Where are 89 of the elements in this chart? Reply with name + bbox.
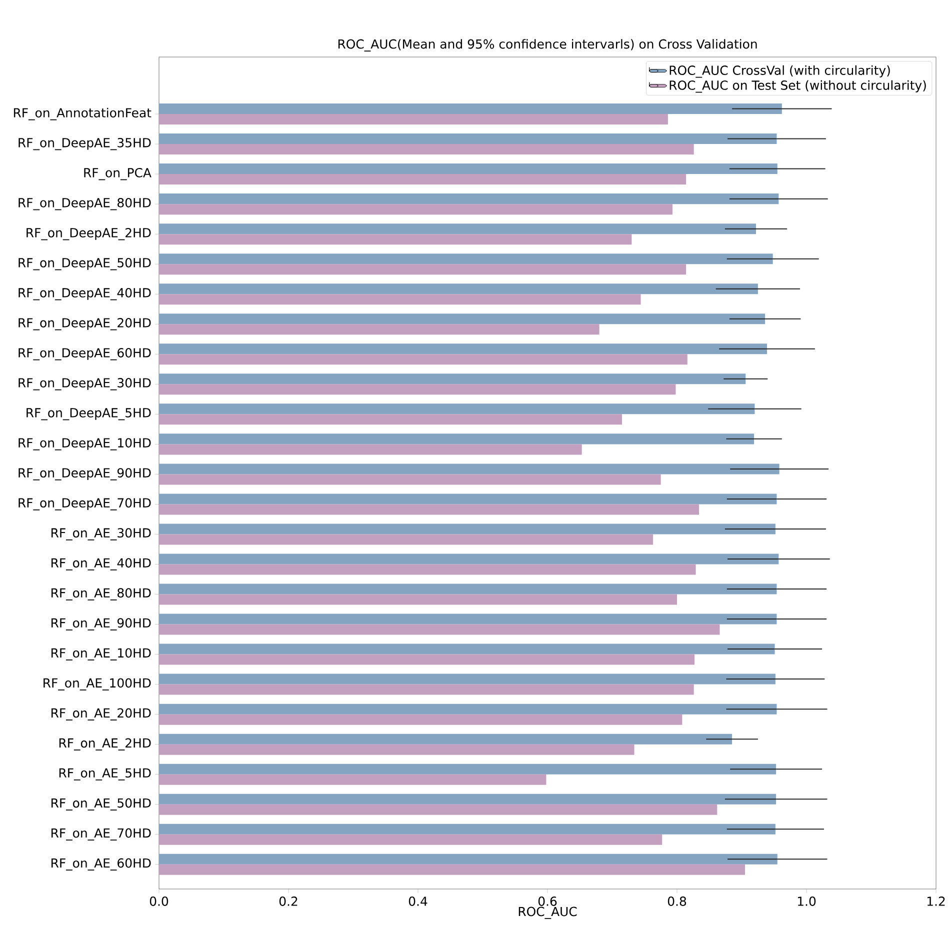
bar: [159, 404, 755, 414]
bar: [159, 594, 678, 605]
x-axis-title: ROC_AUC: [518, 906, 577, 919]
bar: [159, 494, 777, 504]
bar: [159, 744, 634, 755]
bar: [159, 624, 720, 635]
x-tick-label: 0.0: [150, 896, 168, 906]
bar: [159, 344, 768, 354]
bar: [159, 294, 641, 305]
y-tick-label: RF_on_DeepAE_60HD: [18, 348, 151, 360]
x-tick-label: 1.0: [798, 896, 816, 906]
bar: [159, 714, 682, 725]
x-tick-label: 0.8: [668, 896, 686, 906]
bar: [159, 674, 776, 684]
y-tick-label: RF_on_DeepAE_70HD: [18, 498, 151, 510]
bar: [159, 444, 582, 455]
y-tick-label: RF_on_DeepAE_30HD: [18, 378, 151, 390]
bar: [159, 854, 778, 864]
bar: [159, 254, 773, 264]
bar: [159, 114, 668, 125]
bar: [159, 524, 776, 534]
legend-label: ROC_AUC on Test Set (without circularity): [670, 80, 926, 93]
legend-label: ROC_AUC CrossVal (with circularity): [670, 65, 890, 78]
y-tick-label: RF_on_PCA: [84, 168, 152, 180]
y-tick-label: RF_on_DeepAE_5HD: [26, 408, 151, 420]
bar: [159, 764, 776, 774]
bar: [159, 164, 778, 174]
y-tick-label: RF_on_DeepAE_35HD: [18, 138, 151, 150]
y-tick-label: RF_on_AE_5HD: [59, 768, 151, 780]
y-tick-label: RF_on_AE_90HD: [52, 618, 151, 630]
bar: [159, 774, 546, 785]
bar: [159, 684, 694, 695]
bar: [159, 224, 756, 234]
y-tick-label: RF_on_AE_50HD: [52, 798, 151, 810]
y-tick-label: RF_on_AE_60HD: [52, 858, 151, 870]
y-tick-label: RF_on_AE_30HD: [52, 528, 151, 540]
bar: [159, 354, 688, 365]
x-tick-label: 0.4: [408, 896, 428, 906]
bar: [159, 314, 766, 324]
bar: [159, 654, 694, 665]
y-tick-label: RF_on_DeepAE_40HD: [18, 288, 151, 300]
bar: [159, 284, 758, 294]
y-tick-label: RF_on_AE_70HD: [52, 828, 151, 840]
y-tick-label: RF_on_AnnotationFeat: [14, 108, 152, 120]
bar: [159, 144, 694, 155]
x-tick-label: 1.2: [927, 896, 945, 906]
bar: [159, 264, 686, 275]
y-tick-label: RF_on_DeepAE_90HD: [18, 468, 151, 480]
bar: [159, 324, 600, 335]
y-tick-label: RF_on_AE_100HD: [44, 678, 151, 690]
y-tick-label: RF_on_AE_20HD: [52, 708, 151, 720]
bar: [159, 474, 661, 485]
y-tick-label: RF_on_DeepAE_10HD: [18, 438, 151, 450]
bar: [159, 554, 779, 564]
bar: [159, 564, 696, 575]
bar: [159, 584, 777, 594]
y-tick-label: RF_on_AE_2HD: [59, 738, 151, 750]
bar: [159, 374, 746, 384]
bar: [159, 704, 777, 714]
y-tick-label: RF_on_DeepAE_50HD: [18, 258, 151, 270]
bar: [159, 414, 622, 425]
bar: [159, 834, 662, 845]
y-tick-label: RF_on_DeepAE_20HD: [18, 318, 151, 330]
bar: [159, 134, 777, 144]
bar: [159, 234, 632, 245]
y-tick-label: RF_on_DeepAE_2HD: [26, 228, 151, 240]
bar: [159, 194, 779, 204]
bar: [159, 614, 777, 624]
bar: [159, 804, 718, 815]
y-tick-label: RF_on_AE_40HD: [52, 558, 151, 570]
y-tick-label: RF_on_DeepAE_80HD: [18, 198, 151, 210]
bar: [159, 794, 776, 804]
y-tick-label: RF_on_AE_80HD: [52, 588, 151, 600]
x-tick-label: 0.2: [279, 896, 298, 906]
bar: [159, 534, 654, 545]
bar: [159, 434, 754, 444]
y-tick-label: RF_on_AE_10HD: [52, 648, 151, 660]
x-tick-label: 0.6: [538, 896, 557, 906]
bar: [159, 464, 780, 474]
bar: [159, 644, 775, 654]
bar: [159, 504, 700, 515]
bar: [159, 174, 686, 185]
chart-title: ROC_AUC(Mean and 95% confidence intervarls) on Cross Validation: [338, 39, 757, 52]
bar: [159, 824, 776, 834]
bar: [159, 204, 672, 215]
bar: [159, 734, 732, 744]
bar: [159, 864, 745, 875]
bar: [159, 384, 676, 395]
bar: [159, 104, 782, 114]
